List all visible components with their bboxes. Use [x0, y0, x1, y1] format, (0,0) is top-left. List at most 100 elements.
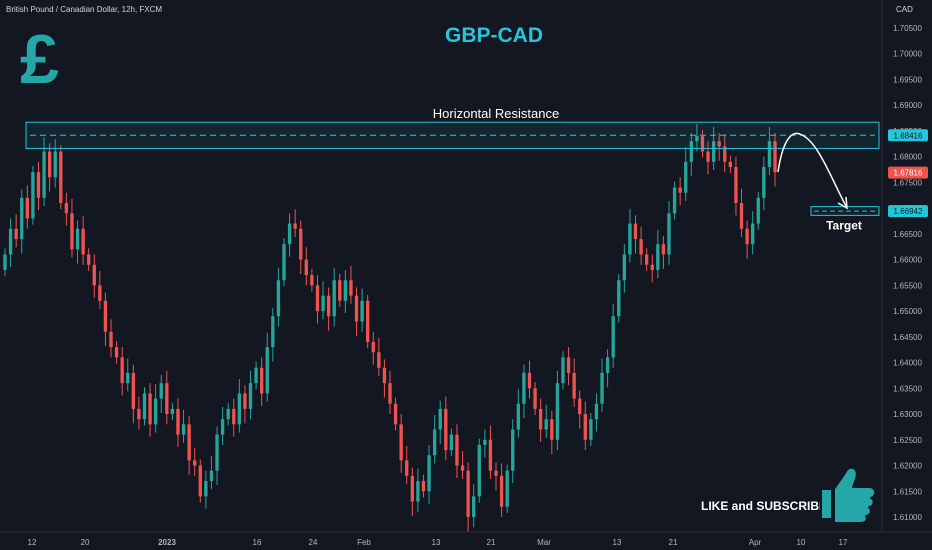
candle-body — [3, 254, 7, 270]
time-tick-label: 21 — [487, 538, 496, 547]
price-axis-unit: CAD — [896, 5, 913, 14]
candle-body — [170, 408, 175, 415]
candle-body — [265, 347, 269, 394]
candle-body — [237, 393, 242, 425]
candle-body — [751, 223, 755, 245]
candle-body — [377, 352, 381, 368]
candle-body — [14, 228, 18, 240]
candle-body — [600, 372, 604, 404]
candle-body — [98, 285, 102, 301]
candle-body — [393, 403, 398, 425]
time-tick-label: 2023 — [158, 538, 176, 547]
candle-body — [382, 367, 387, 384]
price-tick-label: 1.63000 — [893, 410, 922, 419]
candle-body — [70, 213, 74, 250]
candle-body — [767, 141, 772, 167]
candle-body — [126, 372, 130, 384]
price-tick-label: 1.62500 — [893, 436, 922, 445]
candle-body — [248, 383, 253, 409]
candle-body — [661, 244, 666, 255]
price-label-box — [888, 129, 928, 142]
time-tick-label: 24 — [309, 538, 318, 547]
candle-body — [656, 244, 660, 270]
candle-body — [449, 434, 454, 451]
price-label-box — [888, 166, 928, 179]
target-zone — [810, 206, 880, 216]
candle-body — [42, 151, 46, 198]
candle-body — [734, 166, 738, 204]
price-tick-label: 1.63500 — [893, 384, 922, 393]
candle-body — [594, 403, 599, 420]
time-axis[interactable]: 12 20 2023 16 24 Feb 13 21 Mar 13 21 Apr 10 17 — [28, 538, 848, 547]
subscribe-text: LIKE and SUBSCRIBE — [701, 499, 828, 513]
candle-body — [522, 372, 526, 404]
candle-body — [354, 295, 359, 322]
candle-body — [232, 408, 236, 425]
price-tick-label: 1.68000 — [893, 153, 922, 162]
price-tick-label: 1.66500 — [893, 230, 922, 239]
candle-body — [8, 228, 13, 255]
candle-body — [304, 259, 308, 276]
candle-body — [516, 403, 521, 430]
price-tick-label: 1.69500 — [893, 75, 922, 84]
price-tick-label: 1.66000 — [893, 256, 922, 265]
candle-body — [455, 434, 459, 466]
chart-title: GBP-CAD — [445, 24, 543, 47]
price-labels: 1.68416 1.67816 1.66942 — [888, 129, 928, 218]
candle-body — [87, 254, 91, 265]
candle-body — [583, 414, 587, 440]
candle-body — [204, 480, 208, 497]
candle-body — [695, 136, 699, 142]
time-tick-label: 16 — [253, 538, 262, 547]
candle-body — [315, 285, 320, 312]
candle-body — [494, 470, 498, 476]
candle-body — [310, 275, 314, 286]
candle-body — [109, 331, 113, 348]
projection-arrowhead — [837, 196, 848, 210]
time-tick-label: 17 — [839, 538, 848, 547]
candle-body — [477, 444, 481, 497]
time-tick-label: Apr — [749, 538, 762, 547]
candle-body — [193, 460, 197, 466]
candle-body — [689, 141, 693, 162]
candle-body — [756, 197, 760, 224]
pound-sign-icon: £ — [20, 20, 59, 98]
candle-body — [488, 439, 493, 471]
candle-body — [421, 480, 426, 492]
candle-body — [349, 280, 353, 296]
candle-body — [427, 455, 431, 492]
candle-body — [159, 383, 163, 399]
candle-body — [81, 228, 85, 255]
candle-body — [578, 398, 582, 415]
candle-body — [131, 372, 136, 409]
candle-body — [388, 383, 392, 404]
candle-body — [533, 388, 537, 409]
candle-body — [53, 151, 57, 178]
candle-body — [566, 357, 571, 373]
candle-body — [276, 280, 281, 317]
candle-body — [723, 146, 727, 162]
candle-body — [137, 408, 141, 420]
candle-body — [371, 341, 375, 353]
candle-body — [700, 136, 705, 152]
candle-body — [505, 470, 509, 507]
candle-body — [773, 141, 777, 173]
time-tick-label: 10 — [797, 538, 806, 547]
price-axis[interactable]: CAD1.705001.700001.695001.690001.685001.… — [893, 5, 922, 522]
candle-body — [114, 347, 119, 358]
candle-body — [343, 280, 348, 301]
price-label-text: 1.67816 — [894, 169, 923, 178]
candle-body — [47, 151, 52, 178]
candle-body — [287, 223, 292, 245]
candle-body — [432, 429, 437, 456]
annotation-layer — [777, 132, 848, 210]
candle-body — [405, 460, 409, 476]
candle-body — [460, 465, 465, 471]
candle-body — [293, 223, 297, 229]
candle-body — [360, 300, 364, 322]
candle-body — [64, 203, 69, 214]
candle-body — [466, 470, 470, 517]
candle-body — [226, 408, 230, 420]
